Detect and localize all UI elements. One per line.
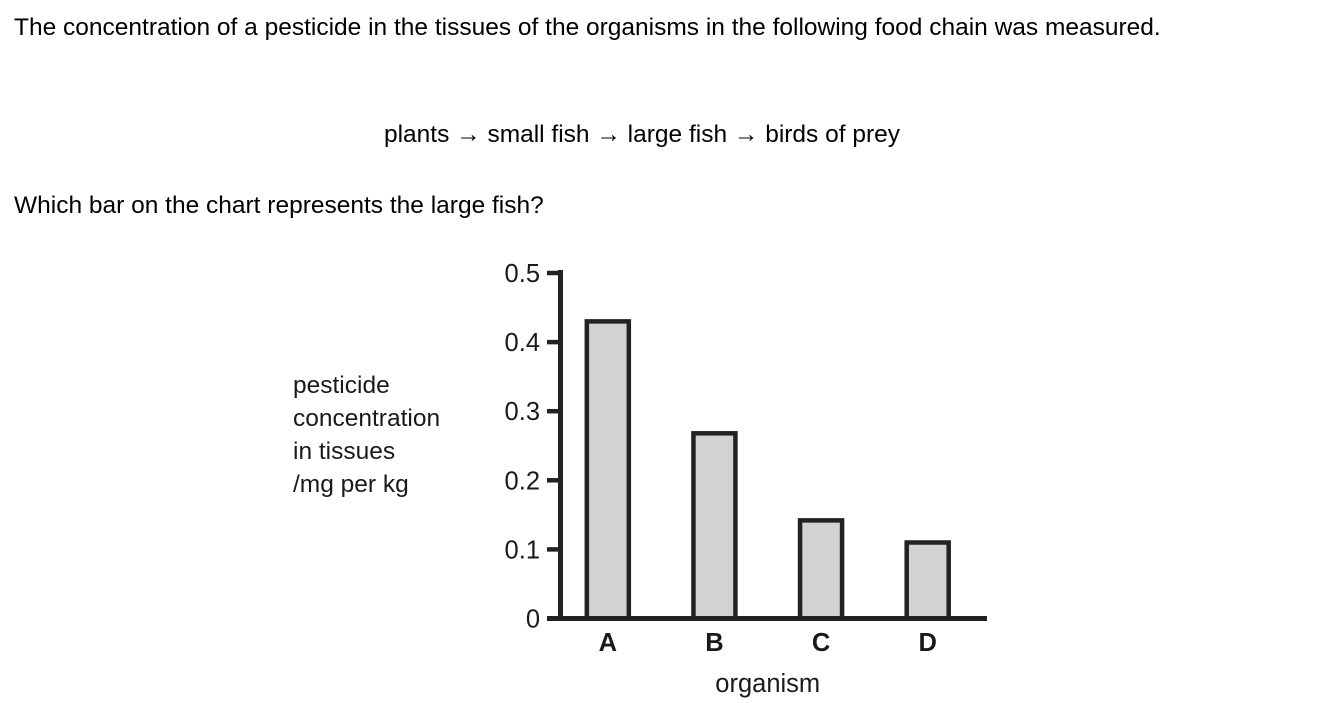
y-axis-tick-labels: 0 0.1 0.2 0.3 0.4 0.5 <box>505 260 540 634</box>
question-stem: The concentration of a pesticide in the … <box>14 14 1161 41</box>
bar <box>691 431 738 621</box>
y-axis-label-line-3: in tissues <box>293 438 396 465</box>
y-axis-tick-label: 0.1 <box>505 536 540 564</box>
y-axis-label: pesticide concentration in tissues /mg p… <box>293 369 508 501</box>
x-axis-category-label: B <box>705 629 723 657</box>
bar-series <box>584 319 951 621</box>
y-axis-label-line-1: pesticide <box>293 372 390 399</box>
food-chain-text: plants → small fish → large fish → birds… <box>383 121 901 148</box>
bar <box>584 319 632 621</box>
y-axis-tick-label: 0.5 <box>505 260 540 288</box>
y-axis-tick-label: 0.2 <box>505 467 540 495</box>
y-axis-label-line-2: concentration <box>293 405 441 432</box>
y-axis-tick-label: 0.3 <box>505 398 540 426</box>
x-axis-category-label: D <box>918 629 936 657</box>
bar <box>904 540 951 621</box>
bar <box>797 518 845 621</box>
x-axis-title: organism <box>715 670 820 698</box>
y-axis-tick-label: 0 <box>526 606 540 634</box>
question-prompt: Which bar on the chart represents the la… <box>14 192 544 219</box>
x-axis-category-labels: A B C D <box>599 629 937 657</box>
y-axis-tick-label: 0.4 <box>505 329 540 357</box>
x-axis-category-label: C <box>812 629 830 657</box>
x-axis-category-label: A <box>599 629 617 657</box>
y-axis-label-line-4: /mg per kg <box>293 471 409 498</box>
